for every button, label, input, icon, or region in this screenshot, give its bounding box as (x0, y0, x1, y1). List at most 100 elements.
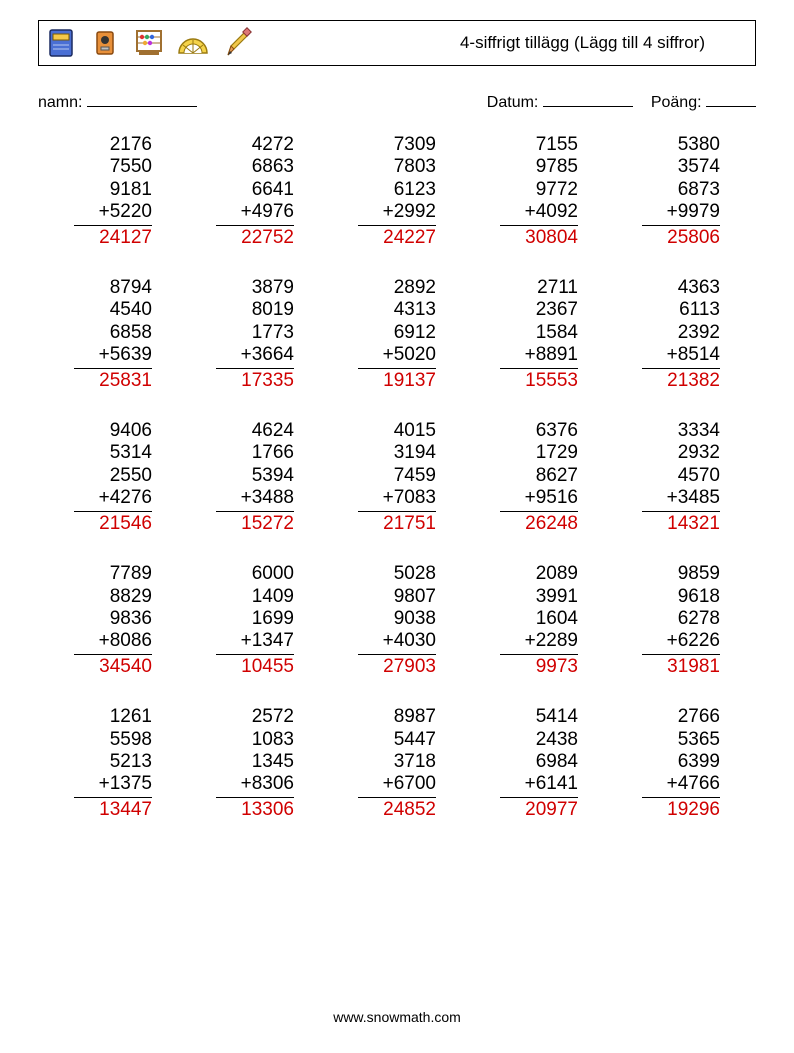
addend: 2932 (642, 442, 720, 464)
addend: 6113 (642, 299, 720, 321)
addend: 6399 (642, 751, 720, 773)
addend: 4015 (358, 420, 436, 442)
answer: 21546 (74, 512, 152, 535)
answer: 20977 (500, 798, 578, 821)
addend-last: +2992 (358, 201, 436, 225)
addend: 2766 (642, 706, 720, 728)
worksheet-page: 4-siffrigt tillägg (Lägg till 4 siffror)… (0, 0, 794, 1053)
answer: 9973 (500, 655, 578, 678)
answer: 19137 (358, 369, 436, 392)
addend: 7803 (358, 156, 436, 178)
addend: 5414 (500, 706, 578, 728)
answer: 24227 (358, 226, 436, 249)
addend-last: +5639 (74, 344, 152, 368)
problem: 436361132392+851421382 (610, 277, 752, 392)
problem: 715597859772+409230804 (468, 134, 610, 249)
answer: 22752 (216, 226, 294, 249)
problem: 257210831345+830613306 (184, 706, 326, 821)
addend: 2711 (500, 277, 578, 299)
addend: 4540 (74, 299, 152, 321)
addend: 2089 (500, 563, 578, 585)
addend: 6376 (500, 420, 578, 442)
problem: 276653656399+476619296 (610, 706, 752, 821)
addend: 3574 (642, 156, 720, 178)
addend: 1083 (216, 729, 294, 751)
addend-last: +4766 (642, 773, 720, 797)
addend: 2572 (216, 706, 294, 728)
answer: 21751 (358, 512, 436, 535)
name-blank[interactable] (87, 92, 197, 107)
addend-last: +9516 (500, 487, 578, 511)
addend-last: +8891 (500, 344, 578, 368)
addend: 5213 (74, 751, 152, 773)
answer: 21382 (642, 369, 720, 392)
problem: 289243136912+502019137 (326, 277, 468, 392)
addend-last: +8306 (216, 773, 294, 797)
addend-last: +4976 (216, 201, 294, 225)
header-icons (43, 25, 255, 61)
addend: 6873 (642, 179, 720, 201)
addend: 9807 (358, 586, 436, 608)
answer: 19296 (642, 798, 720, 821)
addend: 2892 (358, 277, 436, 299)
addend: 4363 (642, 277, 720, 299)
addend: 9859 (642, 563, 720, 585)
answer: 15553 (500, 369, 578, 392)
addend-last: +7083 (358, 487, 436, 511)
addend-last: +4092 (500, 201, 578, 225)
problem: 730978036123+299224227 (326, 134, 468, 249)
worksheet-title: 4-siffrigt tillägg (Lägg till 4 siffror) (460, 33, 745, 53)
date-label: Datum: (487, 94, 539, 111)
answer: 14321 (642, 512, 720, 535)
addend: 5380 (642, 134, 720, 156)
addend: 8019 (216, 299, 294, 321)
addend: 3718 (358, 751, 436, 773)
addend: 6641 (216, 179, 294, 201)
addend: 7550 (74, 156, 152, 178)
addend: 7789 (74, 563, 152, 585)
addend-last: +4276 (74, 487, 152, 511)
answer: 13447 (74, 798, 152, 821)
book-icon (43, 25, 79, 61)
addend: 9618 (642, 586, 720, 608)
footer-url: www.snowmath.com (0, 1009, 794, 1025)
answer: 25806 (642, 226, 720, 249)
addend: 1773 (216, 322, 294, 344)
addend: 5314 (74, 442, 152, 464)
addend: 6123 (358, 179, 436, 201)
problem: 401531947459+708321751 (326, 420, 468, 535)
answer: 17335 (216, 369, 294, 392)
addend: 9836 (74, 608, 152, 630)
addend-last: +9979 (642, 201, 720, 225)
addend: 8627 (500, 465, 578, 487)
addend: 7459 (358, 465, 436, 487)
addend: 8987 (358, 706, 436, 728)
addend: 2550 (74, 465, 152, 487)
addend: 1699 (216, 608, 294, 630)
addend: 7155 (500, 134, 578, 156)
addend: 9406 (74, 420, 152, 442)
score-blank[interactable] (706, 92, 756, 107)
addend-last: +1347 (216, 630, 294, 654)
addend-last: +6141 (500, 773, 578, 797)
addend: 3991 (500, 586, 578, 608)
addend: 2392 (642, 322, 720, 344)
addend: 6912 (358, 322, 436, 344)
problem: 502898079038+403027903 (326, 563, 468, 678)
problem: 879445406858+563925831 (42, 277, 184, 392)
meta-row: namn: Datum: Poäng: (38, 92, 756, 112)
addend-last: +6700 (358, 773, 436, 797)
addend: 4313 (358, 299, 436, 321)
addend: 6858 (74, 322, 152, 344)
addend: 1409 (216, 586, 294, 608)
answer: 31981 (642, 655, 720, 678)
addend: 3879 (216, 277, 294, 299)
addend: 4570 (642, 465, 720, 487)
addend: 1345 (216, 751, 294, 773)
answer: 27903 (358, 655, 436, 678)
addend-last: +4030 (358, 630, 436, 654)
addend-last: +3488 (216, 487, 294, 511)
sharpener-icon (87, 25, 123, 61)
addend: 9038 (358, 608, 436, 630)
date-blank[interactable] (543, 92, 633, 107)
